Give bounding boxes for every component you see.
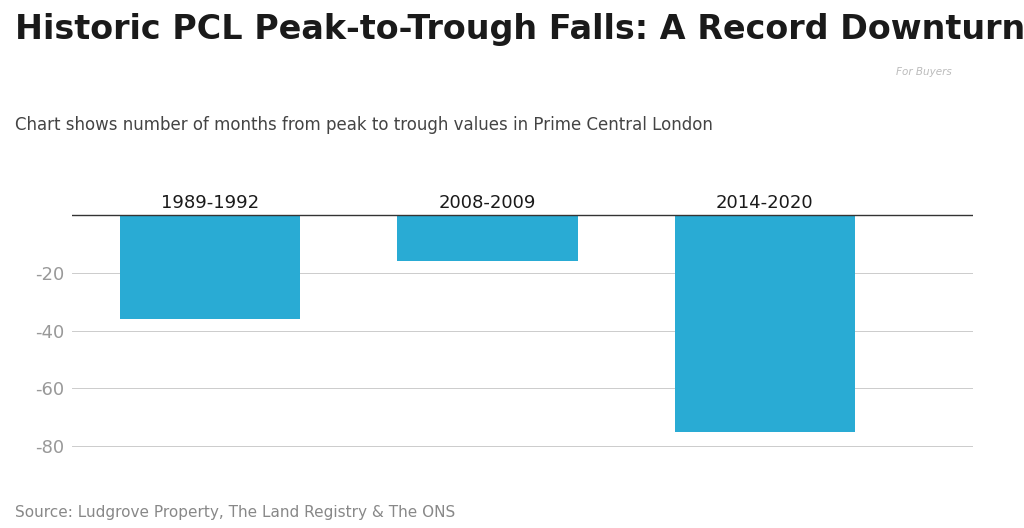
Bar <box>675 215 855 432</box>
Text: Historic PCL Peak-to-Trough Falls: A Record Downturn: Historic PCL Peak-to-Trough Falls: A Rec… <box>15 13 1024 46</box>
Bar <box>120 215 300 319</box>
Bar <box>397 215 578 261</box>
Text: Ludgrove Property: Ludgrove Property <box>874 29 998 42</box>
Text: For Buyers: For Buyers <box>896 67 951 77</box>
Text: 1989-1992: 1989-1992 <box>161 194 259 212</box>
Text: 2014-2020: 2014-2020 <box>716 194 814 212</box>
Text: Chart shows number of months from peak to trough values in Prime Central London: Chart shows number of months from peak t… <box>15 116 714 134</box>
Text: Source: Ludgrove Property, The Land Registry & The ONS: Source: Ludgrove Property, The Land Regi… <box>15 505 456 520</box>
Text: 2008-2009: 2008-2009 <box>439 194 537 212</box>
